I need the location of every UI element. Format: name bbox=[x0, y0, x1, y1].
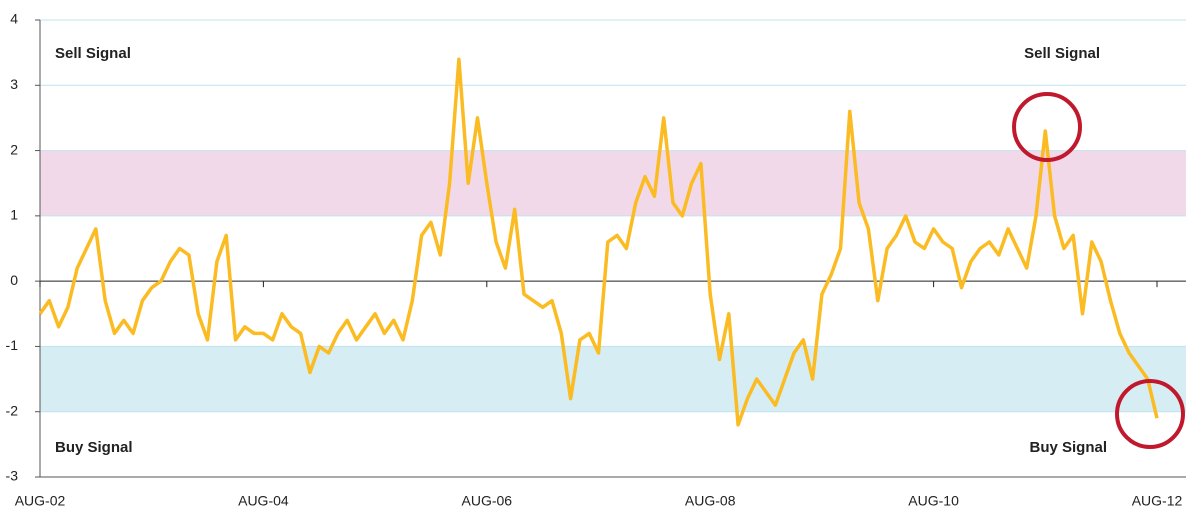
annotation: Buy Signal bbox=[55, 439, 133, 456]
signal-band bbox=[40, 346, 1186, 412]
annotation: Sell Signal bbox=[1024, 45, 1100, 62]
y-tick-label: -3 bbox=[6, 468, 19, 484]
y-tick-label: -1 bbox=[6, 337, 19, 353]
line-series bbox=[38, 57, 1159, 427]
x-tick-label: AUG-08 bbox=[685, 493, 736, 509]
x-tick-label: AUG-04 bbox=[238, 493, 289, 509]
highlight-circle bbox=[1115, 379, 1185, 449]
annotation: Buy Signal bbox=[1029, 439, 1107, 456]
y-tick-label: 0 bbox=[10, 272, 18, 288]
x-tick-label: AUG-02 bbox=[15, 493, 66, 509]
y-tick-label: -2 bbox=[6, 402, 19, 418]
y-tick-label: 4 bbox=[10, 11, 18, 27]
y-tick-label: 2 bbox=[10, 141, 18, 157]
signal-band bbox=[40, 150, 1186, 216]
x-tick-label: AUG-06 bbox=[462, 493, 513, 509]
x-tick-label: AUG-10 bbox=[908, 493, 959, 509]
x-tick-label: AUG-12 bbox=[1132, 493, 1183, 509]
y-tick-label: 1 bbox=[10, 207, 18, 223]
highlight-circle bbox=[1012, 92, 1082, 162]
annotation: Sell Signal bbox=[55, 45, 131, 62]
y-tick-label: 3 bbox=[10, 76, 18, 92]
